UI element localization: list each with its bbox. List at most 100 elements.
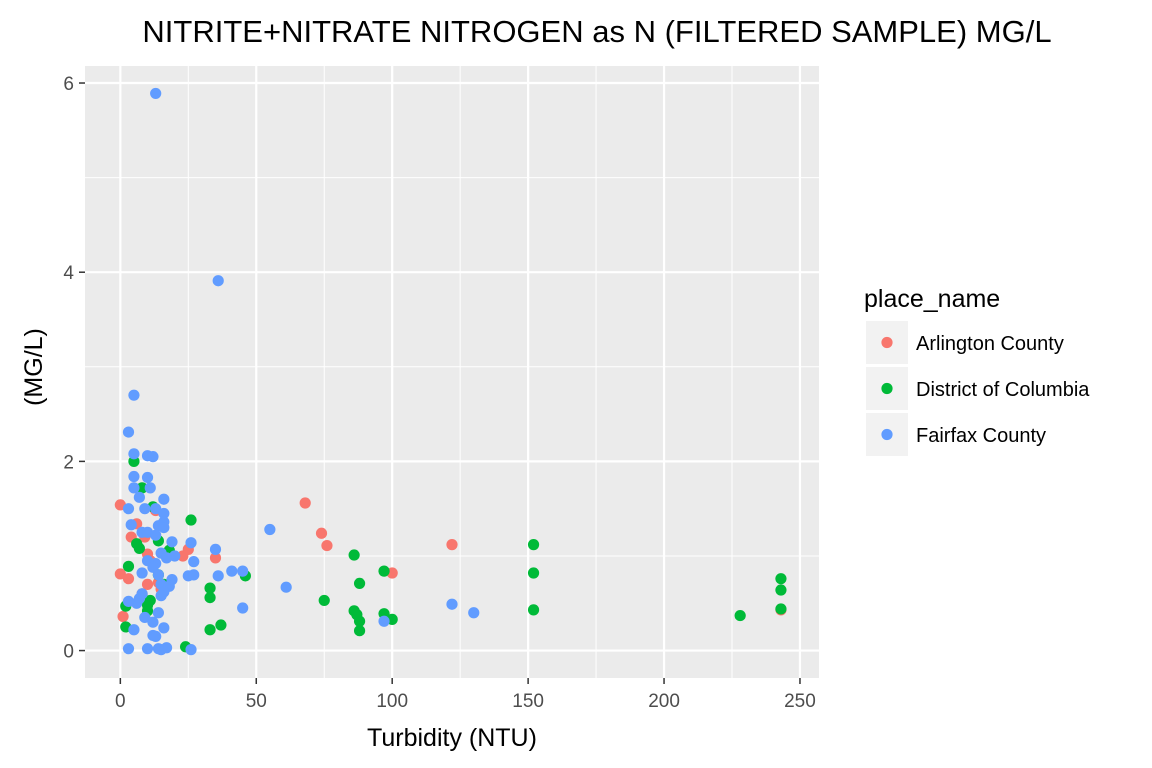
data-point-fairfax-county bbox=[125, 519, 137, 531]
data-point-fairfax-county bbox=[128, 482, 140, 494]
data-point-district-of-columbia bbox=[133, 542, 145, 555]
data-point-fairfax-county bbox=[468, 607, 480, 619]
legend-items: Arlington County District of Columbia Fair… bbox=[866, 321, 1090, 456]
data-point-district-of-columbia bbox=[527, 539, 540, 551]
data-point-fairfax-county bbox=[160, 642, 173, 654]
data-point-district-of-columbia bbox=[353, 577, 366, 590]
data-point-arlington-county bbox=[446, 539, 458, 551]
data-point-arlington-county bbox=[141, 578, 154, 590]
data-point-district-of-columbia bbox=[378, 565, 390, 577]
data-point-fairfax-county bbox=[237, 565, 249, 577]
x-tick-label: 150 bbox=[512, 691, 544, 712]
data-point-district-of-columbia bbox=[353, 625, 366, 637]
data-point-fairfax-county bbox=[122, 426, 135, 438]
data-point-fairfax-county bbox=[188, 569, 200, 581]
data-point-fairfax-county bbox=[188, 556, 200, 568]
data-point-fairfax-county bbox=[212, 275, 224, 287]
x-tick-label: 50 bbox=[246, 691, 267, 712]
x-tick-label: 0 bbox=[115, 691, 126, 712]
data-point-fairfax-county bbox=[378, 615, 390, 627]
data-point-fairfax-county bbox=[209, 543, 222, 555]
data-point-arlington-county bbox=[299, 497, 311, 509]
data-point-district-of-columbia bbox=[353, 615, 366, 627]
x-tick-label: 200 bbox=[648, 691, 680, 712]
data-point-fairfax-county bbox=[147, 451, 159, 463]
data-points bbox=[114, 87, 787, 656]
data-point-fairfax-county bbox=[152, 569, 164, 581]
data-point-fairfax-county bbox=[158, 622, 170, 634]
x-tick-label: 250 bbox=[784, 691, 816, 712]
data-point-fairfax-county bbox=[158, 493, 170, 505]
data-point-arlington-county bbox=[122, 573, 135, 585]
data-point-arlington-county bbox=[315, 527, 328, 539]
data-point-fairfax-county bbox=[136, 588, 148, 600]
legend-title: place_name bbox=[864, 285, 1000, 313]
data-point-fairfax-county bbox=[158, 522, 170, 534]
legend-swatch-arlington-county bbox=[881, 336, 893, 349]
data-point-fairfax-county bbox=[122, 643, 135, 655]
data-point-district-of-columbia bbox=[215, 619, 227, 631]
y-axis-tick-labels: 0 2 4 6 bbox=[63, 74, 74, 663]
data-point-fairfax-county bbox=[122, 595, 135, 607]
data-point-district-of-columbia bbox=[775, 573, 787, 585]
data-point-fairfax-county bbox=[139, 611, 151, 624]
plot-panel bbox=[85, 66, 819, 678]
data-point-district-of-columbia bbox=[122, 560, 135, 572]
data-point-district-of-columbia bbox=[185, 514, 197, 526]
data-point-fairfax-county bbox=[150, 87, 162, 100]
legend-label-district-of-columbia: District of Columbia bbox=[916, 379, 1090, 401]
legend: place_name Arlington County District of C… bbox=[864, 285, 1090, 456]
y-tick-label: 2 bbox=[63, 452, 74, 473]
data-point-fairfax-county bbox=[141, 471, 154, 484]
data-point-district-of-columbia bbox=[204, 624, 216, 636]
data-point-fairfax-county bbox=[264, 523, 276, 536]
data-point-fairfax-county bbox=[147, 616, 159, 628]
data-point-district-of-columbia bbox=[734, 609, 746, 622]
data-point-fairfax-county bbox=[169, 550, 181, 562]
data-point-fairfax-county bbox=[152, 607, 164, 619]
data-point-district-of-columbia bbox=[348, 549, 360, 561]
data-point-fairfax-county bbox=[150, 503, 162, 515]
data-point-fairfax-county bbox=[446, 598, 458, 610]
data-point-district-of-columbia bbox=[318, 594, 330, 607]
data-point-fairfax-county bbox=[212, 570, 224, 582]
minor-gridlines bbox=[85, 66, 819, 678]
data-point-district-of-columbia bbox=[775, 603, 787, 615]
data-point-fairfax-county bbox=[237, 602, 249, 614]
data-point-fairfax-county bbox=[155, 590, 167, 602]
data-point-fairfax-county bbox=[133, 491, 145, 503]
data-point-fairfax-county bbox=[150, 630, 162, 642]
data-point-district-of-columbia bbox=[144, 594, 156, 607]
y-tick-label: 4 bbox=[63, 263, 74, 284]
data-point-fairfax-county bbox=[128, 448, 140, 460]
data-point-district-of-columbia bbox=[204, 591, 216, 604]
data-point-fairfax-county bbox=[158, 507, 170, 520]
data-point-fairfax-county bbox=[185, 644, 197, 656]
data-point-fairfax-county bbox=[166, 536, 178, 548]
data-point-fairfax-county bbox=[185, 537, 197, 549]
legend-swatch-district-of-columbia bbox=[881, 382, 893, 395]
data-point-district-of-columbia bbox=[527, 567, 540, 579]
y-tick-label: 0 bbox=[63, 642, 74, 663]
data-point-fairfax-county bbox=[122, 503, 135, 515]
data-point-district-of-columbia bbox=[775, 584, 787, 596]
data-point-fairfax-county bbox=[280, 581, 292, 593]
major-gridlines bbox=[85, 66, 819, 678]
data-point-fairfax-county bbox=[128, 624, 140, 636]
data-point-district-of-columbia bbox=[136, 482, 148, 494]
data-point-fairfax-county bbox=[136, 567, 148, 579]
y-axis-title: (MG/L) bbox=[20, 328, 48, 406]
legend-swatch-fairfax-county bbox=[881, 428, 893, 441]
data-point-fairfax-county bbox=[139, 503, 151, 515]
data-point-arlington-county bbox=[114, 568, 126, 580]
data-point-fairfax-county bbox=[141, 643, 154, 655]
axis-ticks bbox=[79, 82, 801, 684]
data-point-arlington-county bbox=[209, 552, 222, 564]
data-point-district-of-columbia bbox=[527, 604, 540, 616]
data-point-fairfax-county bbox=[128, 389, 140, 401]
chart-title: NITRITE+NITRATE NITROGEN as N (FILTERED … bbox=[142, 14, 1051, 49]
data-point-arlington-county bbox=[117, 610, 129, 623]
data-point-fairfax-county bbox=[226, 565, 238, 577]
x-axis-tick-labels: 0 50 100 150 200 250 bbox=[115, 691, 816, 712]
